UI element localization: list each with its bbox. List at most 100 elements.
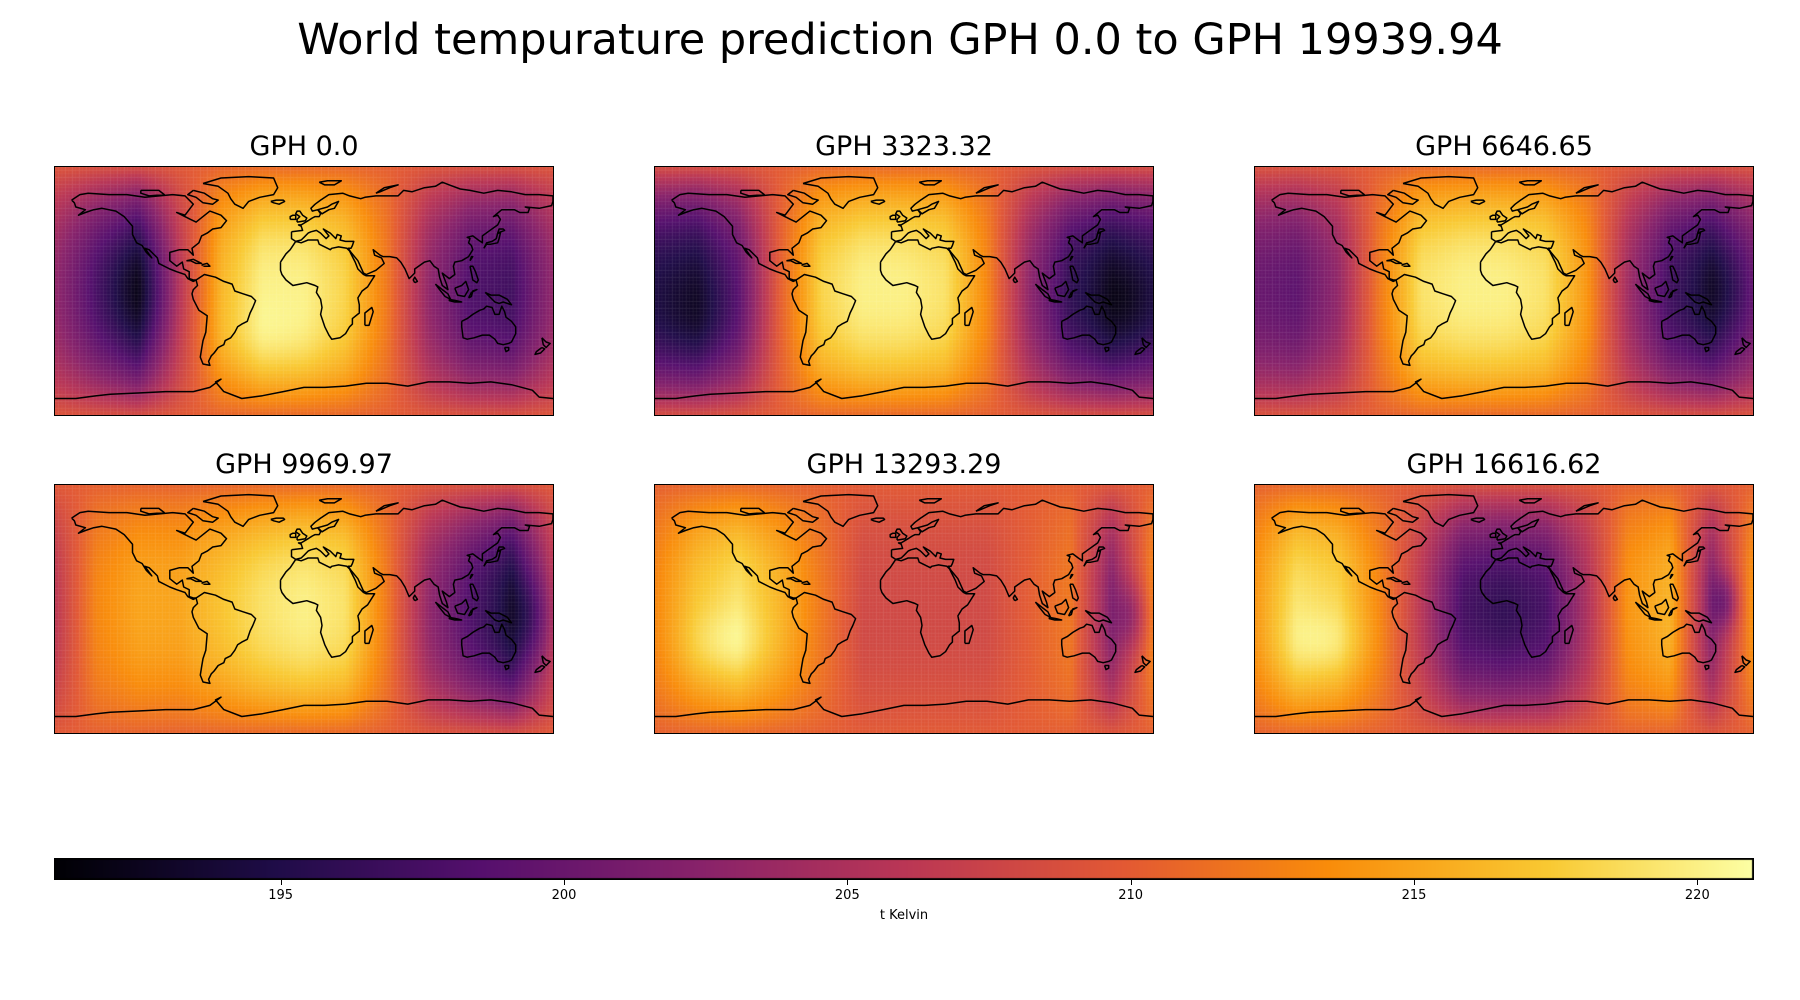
- coastline: [890, 499, 1153, 609]
- coastline: [469, 583, 480, 602]
- coastline: [1096, 546, 1106, 552]
- coastline: [1741, 337, 1751, 349]
- coastline: [202, 175, 279, 210]
- coastline: [917, 518, 940, 533]
- coastline: [1054, 598, 1070, 616]
- colorbar: 195 200 205 210 215 220 t Kelvin: [54, 858, 1754, 928]
- temperature-map: [54, 484, 554, 734]
- coastline: [1489, 532, 1497, 539]
- temperature-map: [1254, 484, 1754, 734]
- coastlines: [1255, 493, 1753, 718]
- coastline: [1386, 576, 1403, 583]
- coastline: [317, 518, 340, 533]
- coastline: [201, 262, 211, 267]
- coastline: [270, 517, 286, 523]
- coastlines: [1255, 175, 1753, 400]
- coastline: [279, 239, 376, 340]
- temperature-map: [54, 166, 554, 416]
- coastline: [1741, 655, 1751, 667]
- coastline: [802, 493, 879, 528]
- coastline: [975, 502, 999, 512]
- coastline: [541, 655, 551, 667]
- coastline: [534, 664, 546, 674]
- coastline: [879, 239, 976, 340]
- coastline: [186, 576, 203, 583]
- coastline: [1060, 623, 1117, 664]
- coastline: [364, 306, 374, 327]
- coastline: [1696, 546, 1706, 552]
- coastline: [1401, 262, 1411, 267]
- coastline: [1490, 181, 1753, 291]
- coastline: [1141, 337, 1151, 349]
- coastline: [1012, 276, 1019, 284]
- panel-title: GPH 9969.97: [215, 449, 393, 480]
- temperature-heatmap: [655, 485, 1153, 733]
- coastline: [534, 346, 546, 356]
- temperature-heatmap: [655, 167, 1153, 415]
- coastline: [1141, 655, 1151, 667]
- coastline: [469, 265, 480, 284]
- coastline: [1518, 498, 1543, 504]
- temperature-heatmap: [1255, 485, 1753, 733]
- coastline: [454, 598, 470, 616]
- coastline: [918, 180, 943, 186]
- temperature-heatmap: [55, 485, 553, 733]
- coastline: [541, 337, 551, 349]
- coastline: [1660, 623, 1717, 664]
- panel-title: GPH 16616.62: [1406, 449, 1602, 480]
- coastline: [270, 199, 286, 205]
- coastline: [1564, 306, 1574, 327]
- coastline: [1734, 346, 1746, 356]
- coastline: [1494, 210, 1508, 223]
- coastline: [655, 696, 1153, 718]
- coastline: [1387, 189, 1419, 205]
- coastline: [412, 594, 419, 602]
- coastline: [1575, 502, 1599, 512]
- coastline: [917, 200, 940, 215]
- coastline: [454, 280, 470, 298]
- coastline: [1386, 258, 1403, 265]
- coastline: [890, 181, 1153, 291]
- coastline: [1494, 528, 1508, 541]
- coastline: [55, 696, 553, 718]
- coastline: [1684, 609, 1713, 624]
- coastline: [484, 609, 513, 624]
- coastline: [964, 306, 974, 327]
- coastline: [791, 591, 857, 685]
- coastline: [1083, 232, 1102, 249]
- coastline: [801, 580, 811, 585]
- coastline: [1667, 606, 1678, 617]
- colorbar-tick-label: 200: [551, 888, 577, 903]
- coastline: [1103, 664, 1110, 671]
- coastline: [290, 499, 553, 609]
- coastline: [1517, 200, 1540, 215]
- coastline: [496, 546, 506, 552]
- coastline: [1612, 594, 1619, 602]
- coastline: [1564, 624, 1574, 645]
- coastline: [467, 288, 478, 299]
- coastline: [201, 580, 211, 585]
- coastline: [1134, 346, 1146, 356]
- coastline: [1490, 499, 1753, 609]
- temperature-map: [1254, 166, 1754, 416]
- coastline: [469, 573, 474, 580]
- coastline: [1134, 664, 1146, 674]
- coastline: [448, 616, 463, 621]
- colorbar-tick: [1697, 880, 1699, 885]
- colorbar-tick: [280, 880, 282, 885]
- coastline: [140, 507, 166, 515]
- coastline: [1470, 517, 1486, 523]
- coastline: [870, 199, 886, 205]
- coastline: [1387, 507, 1419, 523]
- coastline: [1084, 609, 1113, 624]
- coastline: [448, 298, 463, 303]
- coastline: [671, 510, 828, 601]
- coastline: [290, 181, 553, 291]
- coastline: [655, 378, 1153, 400]
- coastline: [787, 507, 819, 523]
- coastlines: [55, 175, 553, 400]
- coastline: [503, 346, 510, 353]
- coastline: [1391, 591, 1457, 685]
- coastline: [289, 532, 297, 539]
- coastline: [460, 623, 517, 664]
